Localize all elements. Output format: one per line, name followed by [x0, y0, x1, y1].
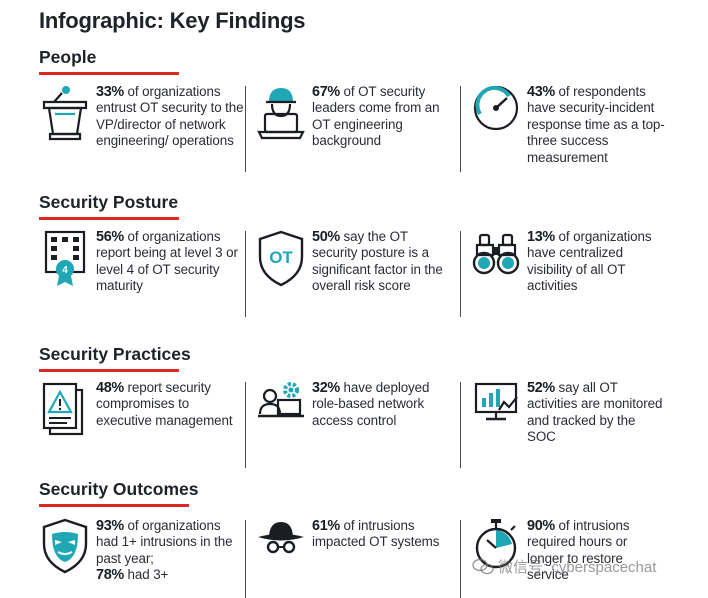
watermark-text: 微信号: cyberspacechat	[498, 559, 657, 576]
stat-description: of intrusions required hours or longer t…	[527, 518, 630, 583]
stat-description: of organizations have centralized visibi…	[527, 229, 652, 294]
stat-value: 90%	[527, 518, 555, 534]
binoculars-icon	[471, 229, 521, 289]
column-divider	[245, 231, 246, 317]
stat-value: 61%	[312, 518, 340, 534]
stat-value: 32%	[312, 380, 340, 396]
stat-description: say the OT security posture is a signifi…	[312, 229, 443, 294]
stat-description: of intrusions impacted OT systems	[312, 518, 440, 550]
finding-text: 32% have deployed role-based network acc…	[312, 380, 456, 429]
section-underline	[39, 72, 179, 75]
stat-value: 48%	[96, 380, 124, 396]
svg-text:OT: OT	[269, 248, 293, 267]
finding-card: 67% of OT security leaders come from an …	[256, 84, 456, 150]
column-divider	[460, 86, 461, 172]
finding-text: 90% of intrusions required hours or long…	[527, 518, 666, 584]
finding-card: 32% have deployed role-based network acc…	[256, 380, 456, 440]
section-title-security-practices: Security Practices	[39, 344, 191, 364]
finding-text: 61% of intrusions impacted OT systems	[312, 518, 456, 551]
column-divider	[245, 86, 246, 172]
svg-text:4: 4	[62, 265, 68, 276]
section-underline	[39, 217, 179, 220]
stat-description: of organizations entrust OT security to …	[96, 84, 244, 149]
stat-description: have deployed role-based network access …	[312, 380, 430, 428]
section-underline	[39, 504, 189, 507]
finding-text: 52% say all OT activities are monitored …	[527, 380, 666, 446]
stat-value: 93%	[96, 518, 124, 534]
stat-description: say all OT activities are monitored and …	[527, 380, 663, 445]
finding-text: 56% of organizations report being at lev…	[96, 229, 245, 295]
column-divider	[245, 520, 246, 598]
finding-card: 52% say all OT activities are monitored …	[471, 380, 666, 446]
mask-shield-icon	[40, 518, 90, 578]
stat-value: 13%	[527, 229, 555, 245]
column-divider	[460, 382, 461, 468]
wechat-icon	[472, 558, 494, 574]
stat-value: 67%	[312, 84, 340, 100]
watermark: 微信号: cyberspacechat	[472, 556, 656, 577]
stat-description: report security compromises to executive…	[96, 380, 233, 428]
finding-text: 43% of respondents have security-inciden…	[527, 84, 666, 166]
gauge-icon	[471, 84, 521, 144]
section-underline	[39, 369, 179, 372]
finding-text: 93% of organizations had 1+ intrusions i…	[96, 518, 245, 584]
finding-card: 93% of organizations had 1+ intrusions i…	[40, 518, 245, 584]
stopwatch-icon	[471, 518, 521, 578]
gear-user-laptop-icon	[256, 380, 306, 440]
finding-card: 61% of intrusions impacted OT systems	[256, 518, 456, 578]
finding-text: 33% of organizations entrust OT security…	[96, 84, 245, 150]
column-divider	[245, 382, 246, 468]
finding-text: 13% of organizations have centralized vi…	[527, 229, 666, 295]
building-badge-icon: 4	[40, 229, 90, 289]
section-title-security-outcomes: Security Outcomes	[39, 479, 199, 499]
stat-value-secondary: 78%	[96, 567, 124, 584]
stat-description: of organizations report being at level 3…	[96, 229, 238, 294]
stat-value: 56%	[96, 229, 124, 245]
stat-description: of organizations had 1+ intrusions in th…	[96, 518, 233, 566]
stat-value: 52%	[527, 380, 555, 396]
stat-description: of respondents have security-incident re…	[527, 84, 665, 165]
page-title: Infographic: Key Findings	[39, 8, 306, 33]
finding-text: 48% report security compromises to execu…	[96, 380, 245, 429]
finding-card: 43% of respondents have security-inciden…	[471, 84, 666, 166]
podium-icon	[40, 84, 90, 144]
alert-document-icon	[40, 380, 90, 440]
section-title-people: People	[39, 47, 97, 67]
stat-value: 50%	[312, 229, 340, 245]
stat-description-secondary: had 3+	[123, 567, 169, 583]
finding-card: 48% report security compromises to execu…	[40, 380, 245, 440]
stat-description: of OT security leaders come from an OT e…	[312, 84, 440, 149]
finding-card: 90% of intrusions required hours or long…	[471, 518, 666, 584]
monitor-chart-icon	[471, 380, 521, 440]
finding-card: 33% of organizations entrust OT security…	[40, 84, 245, 150]
spy-icon	[256, 518, 306, 578]
ot-shield-icon: OT	[256, 229, 306, 289]
finding-text: 67% of OT security leaders come from an …	[312, 84, 456, 150]
finding-card: OT 50% say the OT security posture is a …	[256, 229, 456, 295]
section-title-security-posture: Security Posture	[39, 192, 179, 212]
column-divider	[460, 231, 461, 317]
stat-value: 43%	[527, 84, 555, 100]
finding-text: 50% say the OT security posture is a sig…	[312, 229, 456, 295]
stat-value: 33%	[96, 84, 124, 100]
column-divider	[460, 520, 461, 598]
finding-card: 4 56% of organizations report being at l…	[40, 229, 245, 295]
finding-card: 13% of organizations have centralized vi…	[471, 229, 666, 295]
engineer-laptop-icon	[256, 84, 306, 144]
